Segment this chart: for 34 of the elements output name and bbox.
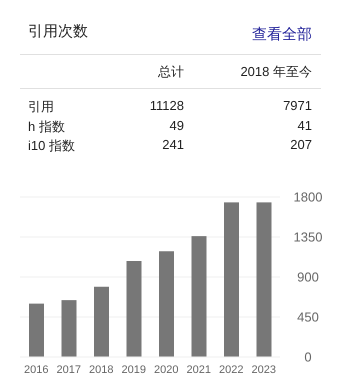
category-label: h 指数 (28, 118, 65, 134)
y-tick-label: 1800 (294, 190, 322, 205)
category-label: 总计 (158, 63, 184, 81)
y-tick-label: 450 (297, 310, 319, 325)
x-tick-label: 2020 (154, 364, 178, 374)
text: 引用次数 (28, 22, 88, 41)
bar (126, 261, 142, 357)
text: 241 (162, 137, 184, 152)
text: 11128 (150, 98, 184, 113)
y-tick-label: 0 (304, 350, 312, 365)
text: 207 (290, 137, 312, 152)
category-label: 2018 年至今 (240, 63, 312, 81)
bar (224, 202, 239, 357)
category-label: i10 指数 (28, 138, 75, 153)
y-tick-label: 1350 (294, 230, 322, 245)
bar (192, 236, 206, 357)
x-tick-label: 2017 (56, 364, 81, 374)
text: 查看全部 (252, 25, 312, 44)
text: 7971 (283, 98, 312, 113)
y-tick-label: 900 (297, 270, 319, 285)
text: 41 (298, 118, 312, 132)
bar (256, 202, 272, 357)
bar (159, 251, 174, 357)
x-tick-label: 2016 (24, 364, 48, 374)
x-tick-label: 2021 (186, 364, 211, 374)
bar (29, 304, 44, 357)
bar (94, 286, 109, 357)
bar (62, 300, 76, 357)
x-tick-label: 2019 (122, 364, 146, 374)
x-tick-label: 2018 (89, 364, 114, 374)
category-label: 引用 (28, 99, 54, 114)
x-tick-label: 2022 (219, 364, 244, 374)
text: 49 (170, 118, 184, 132)
x-tick-label: 2023 (252, 364, 276, 374)
